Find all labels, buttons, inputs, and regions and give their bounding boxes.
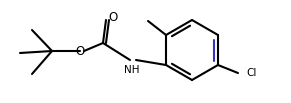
Text: O: O [108,11,118,23]
Text: NH: NH [124,65,140,75]
Text: Cl: Cl [246,68,256,78]
Text: O: O [75,44,85,57]
